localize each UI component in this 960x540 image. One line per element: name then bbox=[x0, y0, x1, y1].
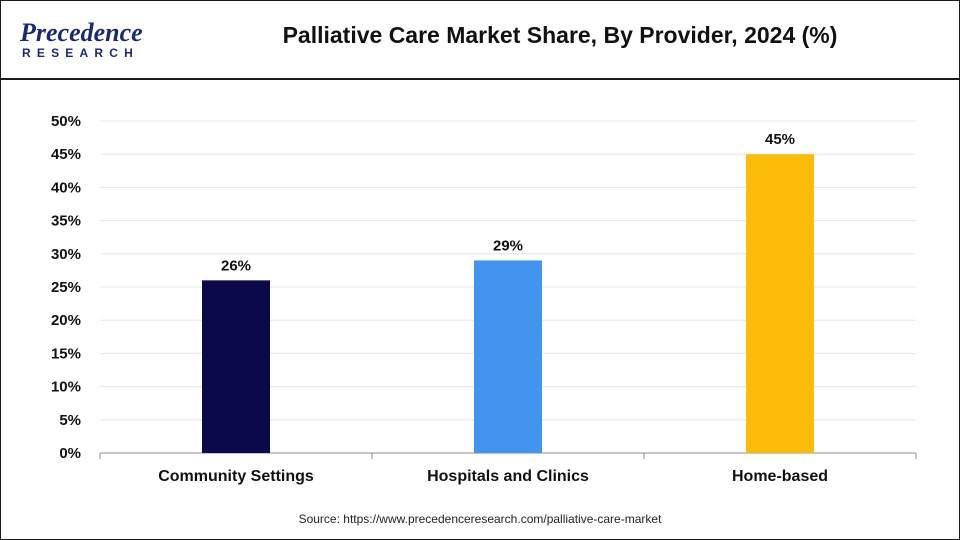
bar[interactable] bbox=[202, 280, 270, 453]
x-category-label: Hospitals and Clinics bbox=[427, 468, 589, 485]
y-tick-label: 15% bbox=[51, 345, 81, 362]
chart-title: Palliative Care Market Share, By Provide… bbox=[282, 22, 838, 48]
source-note: Source: https://www.precedenceresearch.c… bbox=[298, 512, 662, 526]
bar-chart: 0% 5% 10% 15% 20% 25% 30% 35% 40% 45% 50% 26% Commun… bbox=[51, 113, 917, 485]
logo-subtitle: RESEARCH bbox=[22, 46, 139, 60]
bar-value-label: 45% bbox=[765, 131, 795, 148]
y-tick-label: 30% bbox=[51, 246, 81, 263]
x-category-label: Home-based bbox=[732, 468, 828, 485]
y-tick-label: 45% bbox=[51, 146, 81, 163]
y-tick-label: 5% bbox=[59, 412, 81, 429]
bar[interactable] bbox=[746, 154, 814, 453]
logo-wordmark: Precedence bbox=[20, 18, 143, 47]
bar-value-label: 29% bbox=[493, 237, 523, 254]
y-tick-label: 25% bbox=[51, 279, 81, 296]
bar-value-label: 26% bbox=[221, 257, 251, 274]
y-tick-label: 40% bbox=[51, 179, 81, 196]
y-tick-label: 20% bbox=[51, 312, 81, 329]
bar[interactable] bbox=[474, 260, 542, 453]
x-category-label: Community Settings bbox=[158, 468, 314, 485]
y-tick-label: 10% bbox=[51, 379, 81, 396]
y-tick-label: 35% bbox=[51, 213, 81, 230]
brand-logo[interactable]: Precedence RESEARCH bbox=[14, 14, 164, 66]
y-tick-label: 0% bbox=[59, 445, 81, 462]
header: Precedence RESEARCH Palliative Care Mark… bbox=[0, 0, 960, 80]
y-tick-label: 50% bbox=[51, 113, 81, 130]
